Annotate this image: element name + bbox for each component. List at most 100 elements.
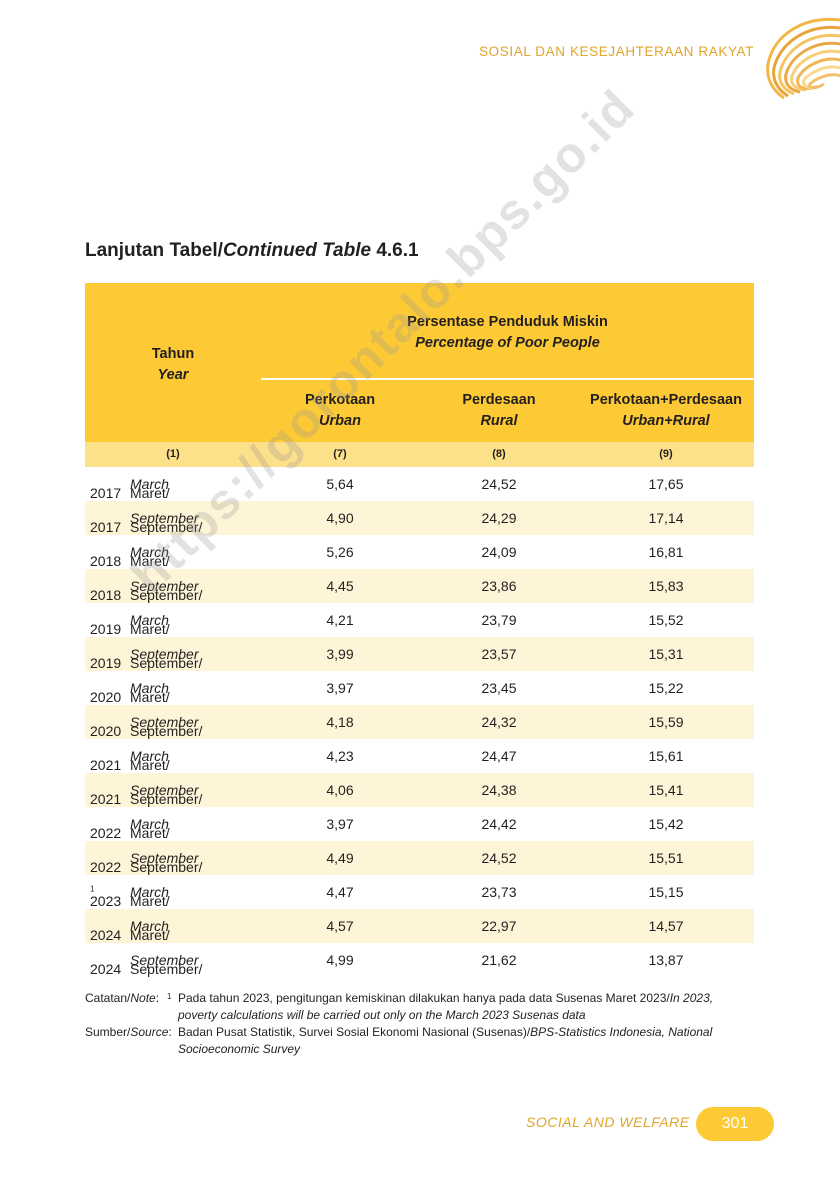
cell-rural: 24,52: [481, 476, 517, 492]
period-en: September: [130, 782, 199, 798]
cell-total: 15,61: [648, 748, 684, 764]
note-label-id: Catatan/: [85, 991, 131, 1005]
year-value: 2017: [90, 485, 122, 501]
cell-period: September/September: [130, 714, 202, 739]
page-number: 301: [696, 1107, 774, 1141]
cell-total: 15,42: [648, 816, 684, 832]
col-number: (1): [166, 448, 180, 460]
note-superscript: 1: [167, 992, 172, 1001]
cell-total: 16,81: [648, 544, 684, 560]
period-id: Maret/: [130, 927, 170, 943]
source-text-id: Badan Pusat Statistik, Survei Sosial Eko…: [178, 1025, 531, 1039]
cell-urban: 4,23: [326, 748, 354, 764]
cell-rural: 23,45: [481, 680, 517, 696]
table-row: 2019 September/September 3,99 23,57 15,31: [85, 637, 754, 671]
table-title-italic: Continued Table: [222, 240, 372, 261]
year-superscript: 1: [90, 884, 95, 894]
group-label-en: Percentage of Poor People: [415, 335, 600, 351]
cell-total: 14,57: [648, 918, 684, 934]
col-number: (7): [333, 448, 347, 460]
source-label-en: Source: [130, 1025, 169, 1039]
cell-total: 15,15: [648, 884, 684, 900]
cell-rural: 23,57: [481, 646, 517, 662]
year-value: 2018: [90, 553, 122, 569]
group-header: Persentase Penduduk Miskin Percentage of…: [261, 312, 754, 354]
year-value: 2020: [90, 723, 122, 739]
year-value: 2019: [90, 621, 122, 637]
year-value: 2021: [90, 791, 122, 807]
cell-period: September/September: [130, 510, 202, 535]
cell-period: September/September: [130, 952, 202, 977]
col-number: (8): [492, 448, 506, 460]
col-total-header: Perkotaan+Perdesaan Urban+Rural: [583, 390, 749, 432]
cell-period: Maret/March: [130, 544, 170, 569]
col-urban-header: Perkotaan Urban: [280, 390, 400, 432]
cell-urban: 4,21: [326, 612, 354, 628]
period-id: Maret/: [130, 485, 170, 501]
table-row: 2022 Maret/March 3,97 24,42 15,42: [85, 807, 754, 841]
cell-period: September/September: [130, 782, 202, 807]
table-title-number: 4.6.1: [371, 240, 419, 261]
year-value: 2022: [90, 859, 122, 875]
col-year-label-en: Year: [157, 367, 189, 383]
header-divider: [261, 378, 754, 380]
note-text: Pada tahun 2023, pengitungan kemiskinan …: [178, 990, 748, 1024]
col-rural-label-id: Perdesaan: [462, 392, 536, 408]
table-row: 2020 Maret/March 3,97 23,45 15,22: [85, 671, 754, 705]
poverty-table: Tahun Year Persentase Penduduk Miskin Pe…: [85, 283, 754, 977]
cell-urban: 4,57: [326, 918, 354, 934]
cell-urban: 4,99: [326, 952, 354, 968]
col-rural-label-en: Rural: [480, 413, 518, 429]
note-text-en: In 2023, poverty calculations will be ca…: [178, 991, 714, 1022]
cell-rural: 24,47: [481, 748, 517, 764]
period-id: Maret/: [130, 893, 170, 909]
cell-total: 15,41: [648, 782, 684, 798]
cell-total: 17,65: [648, 476, 684, 492]
period-id: Maret/: [130, 689, 170, 705]
cell-year: 2023 1: [90, 884, 121, 909]
period-id: Maret/: [130, 621, 170, 637]
table-title: Lanjutan Tabel/Continued Table 4.6.1: [85, 240, 419, 262]
cell-rural: 23,79: [481, 612, 517, 628]
cell-urban: 4,45: [326, 578, 354, 594]
col-urban-label-en: Urban: [319, 413, 361, 429]
cell-period: Maret/March: [130, 918, 170, 943]
table-row: 2019 Maret/March 4,21 23,79 15,52: [85, 603, 754, 637]
source-text: Badan Pusat Statistik, Survei Sosial Eko…: [178, 1024, 748, 1058]
cell-period: Maret/March: [130, 612, 170, 637]
cell-urban: 3,97: [326, 680, 354, 696]
period-en: March: [130, 680, 169, 696]
col-rural-header: Perdesaan Rural: [439, 390, 559, 432]
period-en: March: [130, 476, 169, 492]
period-en: September: [130, 952, 199, 968]
year-value: 2019: [90, 655, 122, 671]
year-value: 2024: [90, 961, 122, 977]
col-year-label-id: Tahun: [151, 346, 195, 362]
year-value: 2022: [90, 825, 122, 841]
note-block: Catatan/Note: 1 Pada tahun 2023, pengitu…: [85, 990, 745, 1024]
year-value: 2017: [90, 519, 122, 535]
decorative-swoosh-icon: [766, 17, 840, 100]
year-value: 2020: [90, 689, 122, 705]
cell-period: September/September: [130, 578, 202, 603]
source-label: Sumber/Source:: [85, 1024, 172, 1041]
cell-urban: 5,26: [326, 544, 354, 560]
cell-urban: 4,06: [326, 782, 354, 798]
cell-period: Maret/March: [130, 680, 170, 705]
cell-rural: 21,62: [481, 952, 517, 968]
cell-period: Maret/March: [130, 476, 170, 501]
period-en: September: [130, 850, 199, 866]
col-urban-label-id: Perkotaan: [304, 392, 376, 408]
col-total-label-id: Perkotaan+Perdesaan: [590, 392, 742, 408]
running-header: SOSIAL DAN KESEJAHTERAAN RAKYAT: [479, 44, 754, 59]
table-notes: Catatan/Note: 1 Pada tahun 2023, pengitu…: [85, 990, 745, 1058]
table-row: 2020 September/September 4,18 24,32 15,59: [85, 705, 754, 739]
cell-urban: 4,49: [326, 850, 354, 866]
cell-total: 13,87: [648, 952, 684, 968]
period-id: September/: [130, 655, 203, 671]
period-id: Maret/: [130, 825, 170, 841]
period-en: March: [130, 918, 169, 934]
table-row: 2021 Maret/March 4,23 24,47 15,61: [85, 739, 754, 773]
period-en: September: [130, 646, 199, 662]
note-label-en: Note: [130, 991, 156, 1005]
